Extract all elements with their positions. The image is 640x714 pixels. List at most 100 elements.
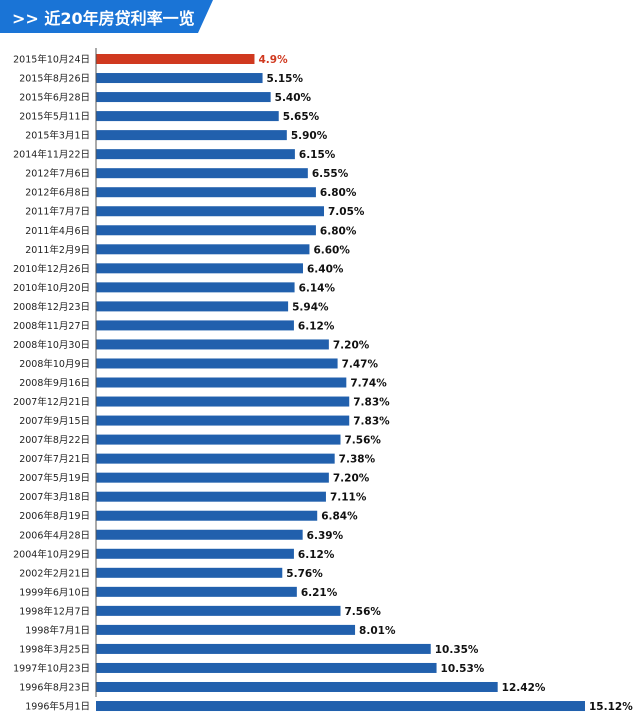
category-label: 1999年6月10日 — [19, 586, 90, 598]
value-label: 5.76% — [286, 568, 323, 580]
category-label: 1996年8月23日 — [19, 681, 90, 693]
value-label: 15.12% — [589, 701, 633, 713]
value-label: 5.65% — [283, 111, 320, 123]
value-label: 10.53% — [441, 663, 485, 675]
value-label: 10.35% — [435, 644, 479, 656]
bar — [96, 225, 316, 236]
category-label: 2006年8月19日 — [19, 510, 90, 522]
category-label: 2007年12月21日 — [13, 396, 90, 408]
bar — [96, 149, 295, 160]
value-label: 6.14% — [299, 282, 336, 294]
category-label: 2007年5月19日 — [19, 472, 90, 484]
bar — [96, 358, 338, 369]
category-label: 2014年11月22日 — [13, 149, 90, 161]
value-label: 7.74% — [350, 378, 387, 390]
category-label: 2011年2月9日 — [25, 244, 90, 256]
value-label: 7.05% — [328, 206, 365, 218]
bar — [96, 282, 295, 293]
category-label: 1998年12月7日 — [19, 605, 90, 617]
bar — [96, 396, 350, 407]
bar — [96, 567, 283, 578]
value-label: 7.83% — [353, 416, 390, 428]
value-label: 7.20% — [333, 339, 370, 351]
category-label: 2012年7月6日 — [25, 168, 90, 180]
value-label: 6.21% — [301, 587, 338, 599]
bar — [96, 244, 310, 255]
category-label: 2015年6月28日 — [19, 92, 90, 104]
category-label: 2010年12月26日 — [13, 263, 90, 275]
category-label: 2008年10月30日 — [13, 339, 90, 351]
value-label: 12.42% — [502, 682, 546, 694]
value-label: 7.56% — [345, 606, 382, 618]
bar — [96, 54, 255, 64]
bar — [96, 453, 335, 464]
value-label: 6.40% — [307, 263, 344, 275]
bar — [96, 662, 437, 673]
chart-title: >> 近20年房贷利率一览 — [12, 9, 195, 28]
bar — [96, 605, 341, 616]
category-label: 2011年4月6日 — [25, 225, 90, 237]
category-label: 2004年10月29日 — [13, 548, 90, 560]
bar — [96, 472, 329, 483]
value-label: 6.84% — [321, 511, 358, 523]
value-label: 6.80% — [320, 187, 357, 199]
value-label: 7.56% — [345, 435, 382, 447]
category-label: 2011年7月7日 — [25, 206, 90, 218]
value-label: 6.12% — [298, 320, 335, 332]
bar — [96, 130, 287, 141]
bar — [96, 301, 289, 312]
bar — [96, 111, 279, 122]
category-label: 2015年3月1日 — [25, 130, 90, 142]
bar — [96, 415, 350, 426]
category-label: 2010年10月20日 — [13, 282, 90, 294]
value-label: 7.20% — [333, 473, 370, 485]
value-label: 6.80% — [320, 225, 357, 237]
bar — [96, 529, 303, 540]
value-label: 6.60% — [313, 244, 350, 256]
category-label: 2015年8月26日 — [19, 73, 90, 85]
bar — [96, 187, 316, 198]
value-label: 7.83% — [353, 397, 390, 409]
bar — [96, 168, 308, 179]
bar — [96, 510, 318, 521]
value-label: 5.90% — [291, 130, 328, 142]
category-label: 2008年9月16日 — [19, 377, 90, 389]
category-label: 2008年11月27日 — [13, 320, 90, 332]
category-label: 2007年3月18日 — [19, 491, 90, 503]
value-label: 7.47% — [342, 358, 379, 370]
bar — [96, 643, 431, 654]
category-label: 2006年4月28日 — [19, 529, 90, 541]
category-label: 1996年5月1日 — [25, 701, 90, 713]
bar — [96, 263, 303, 274]
value-label: 6.39% — [307, 530, 344, 542]
bar — [96, 434, 341, 445]
value-label: 5.15% — [267, 73, 304, 85]
bar — [96, 92, 271, 103]
category-label: 2007年9月15日 — [19, 415, 90, 427]
category-label: 2015年5月11日 — [19, 111, 90, 123]
category-label: 2008年10月9日 — [19, 358, 90, 370]
category-label: 1998年7月1日 — [25, 624, 90, 636]
value-label: 7.38% — [339, 454, 376, 466]
bar — [96, 320, 294, 331]
bar — [96, 548, 294, 559]
category-label: 2015年10月24日 — [13, 54, 90, 66]
category-label: 2012年6月8日 — [25, 187, 90, 199]
value-label: 4.9% — [258, 54, 288, 66]
bar — [96, 681, 498, 692]
value-label: 6.12% — [298, 549, 335, 561]
bar — [96, 206, 325, 217]
bar — [96, 377, 347, 388]
category-label: 1998年3月25日 — [19, 643, 90, 655]
value-label: 7.11% — [330, 492, 367, 504]
category-label: 2008年12月23日 — [13, 301, 90, 313]
value-label: 6.15% — [299, 149, 336, 161]
header-banner — [0, 0, 213, 33]
bar — [96, 339, 329, 350]
bar — [96, 586, 297, 597]
bar — [96, 701, 585, 712]
value-label: 5.94% — [292, 301, 329, 313]
category-label: 2007年7月21日 — [19, 453, 90, 465]
value-label: 5.40% — [275, 92, 312, 104]
